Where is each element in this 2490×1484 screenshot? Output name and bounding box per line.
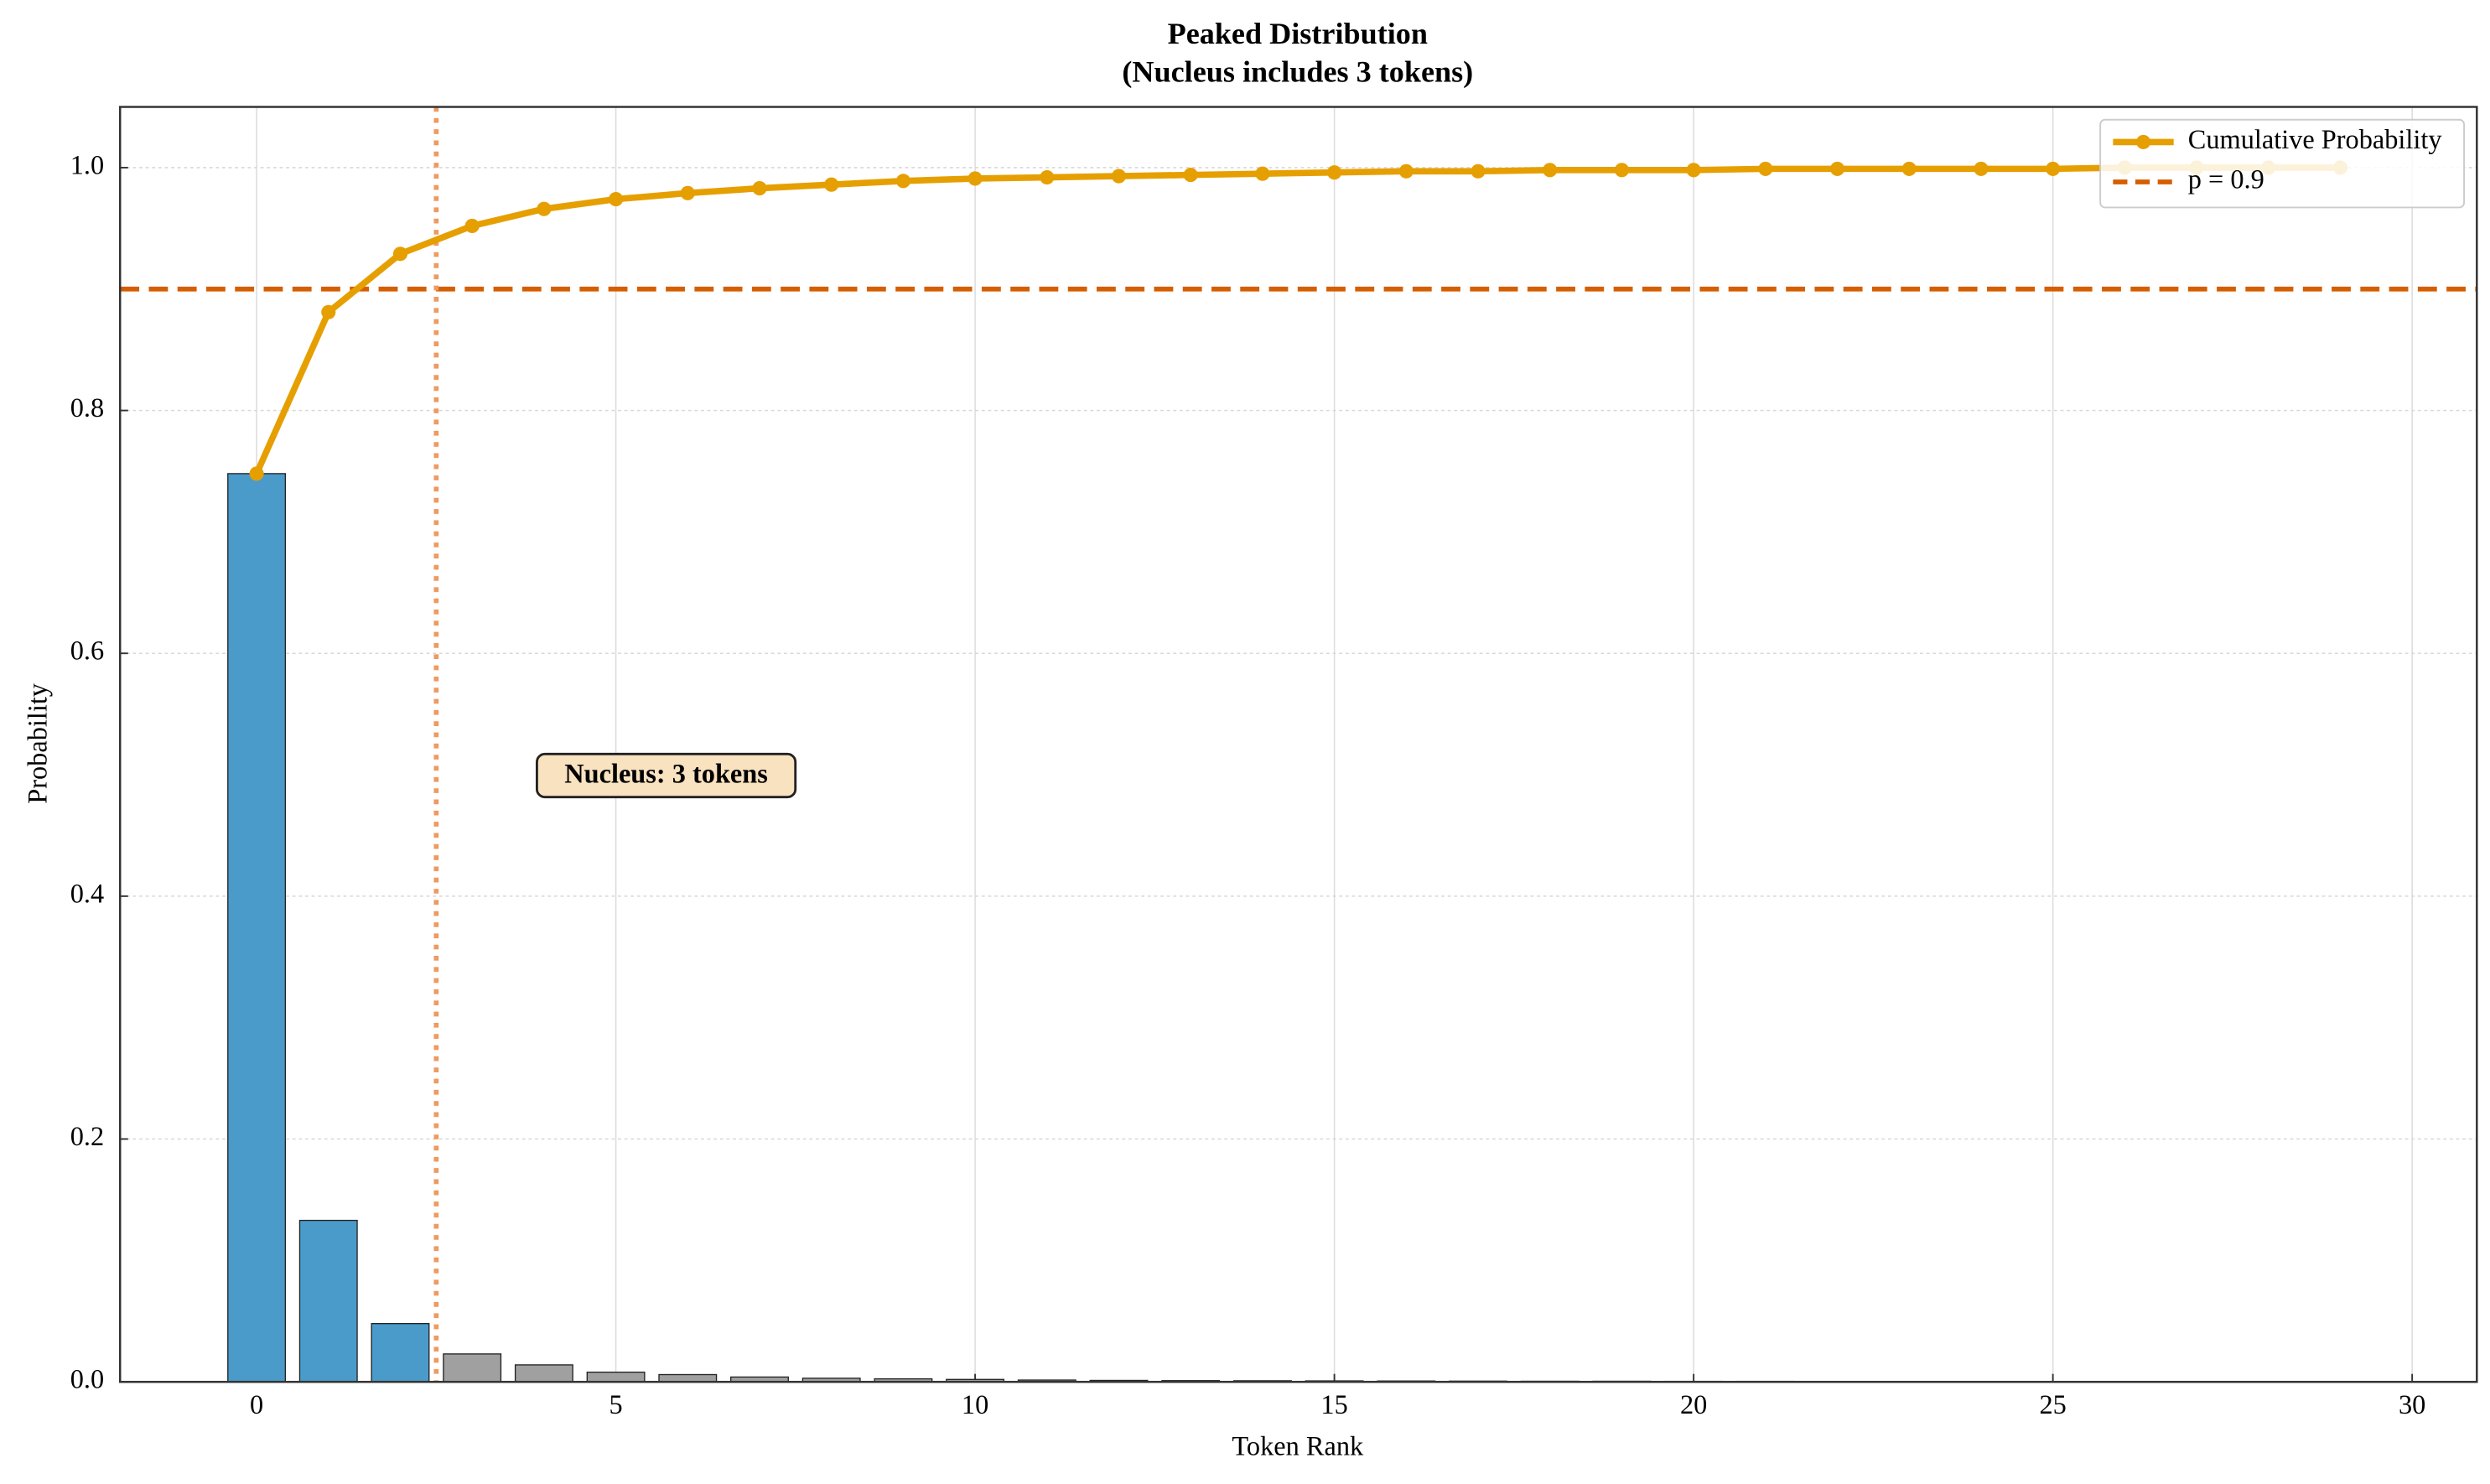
cumulative-marker [1040,169,1055,185]
cumulative-marker [609,192,624,207]
cumulative-marker [967,171,983,186]
bar [514,1364,573,1383]
cumulative-marker [1111,169,1127,184]
y-tick-label: 0.2 [70,1121,104,1151]
annotation-box [535,752,797,799]
cumulative-marker [895,174,910,189]
cumulative-marker [1614,163,1629,178]
x-tick-label: 5 [609,1389,622,1419]
chart-subtitle: (Nucleus includes 3 tokens) [1122,55,1473,89]
y-tick-label: 0.4 [70,878,104,908]
cumulative-marker [1829,161,1845,176]
x-tick-label: 15 [1320,1389,1347,1419]
chart-title: Peaked Distribution [1168,17,1428,50]
bar [658,1373,718,1383]
cumulative-marker [1471,163,1486,179]
cumulative-marker [1543,163,1558,178]
y-tick-label: 0.8 [70,392,104,423]
plot-frame [118,106,2478,1383]
cumulative-marker [1255,166,1270,181]
cumulative-marker [1901,161,1917,176]
y-tick-label: 0.6 [70,636,104,666]
x-tick-label: 20 [1680,1389,1707,1419]
cumulative-marker [1686,163,1701,178]
cumulative-marker [249,466,264,481]
legend-label: Cumulative Probability [2188,124,2443,154]
x-tick-label: 25 [2039,1389,2066,1419]
x-tick-label: 30 [2399,1389,2425,1419]
cumulative-marker [464,218,480,234]
bar [443,1353,502,1383]
cumulative-marker [1974,161,1989,176]
bar [586,1371,646,1383]
cumulative-marker [2046,161,2061,176]
cumulative-marker [1398,163,1414,179]
bar [227,473,287,1383]
x-tick-label: 0 [250,1389,263,1419]
legend-swatch [2135,134,2151,149]
cumulative-marker [537,201,552,216]
cumulative-marker [1327,165,1342,180]
y-tick-label: 0.0 [70,1364,104,1394]
bar [371,1323,430,1383]
cumulative-line [253,164,2341,475]
legend-label: p = 0.9 [2188,163,2264,194]
bar [298,1219,358,1383]
annotation: Nucleus: 3 tokens [564,758,768,788]
y-axis-label: Probability [22,682,52,804]
cumulative-marker [824,177,839,192]
cumulative-marker [1758,161,1773,176]
cumulative-marker [752,180,767,196]
x-axis-label: Token Rank [1232,1431,1364,1461]
legend-box [2099,118,2466,209]
y-tick-label: 1.0 [70,149,104,179]
cumulative-marker [680,185,695,200]
cumulative-marker [392,246,408,262]
cumulative-marker [321,304,336,319]
cumulative-marker [1183,168,1198,183]
x-tick-label: 10 [962,1389,988,1419]
